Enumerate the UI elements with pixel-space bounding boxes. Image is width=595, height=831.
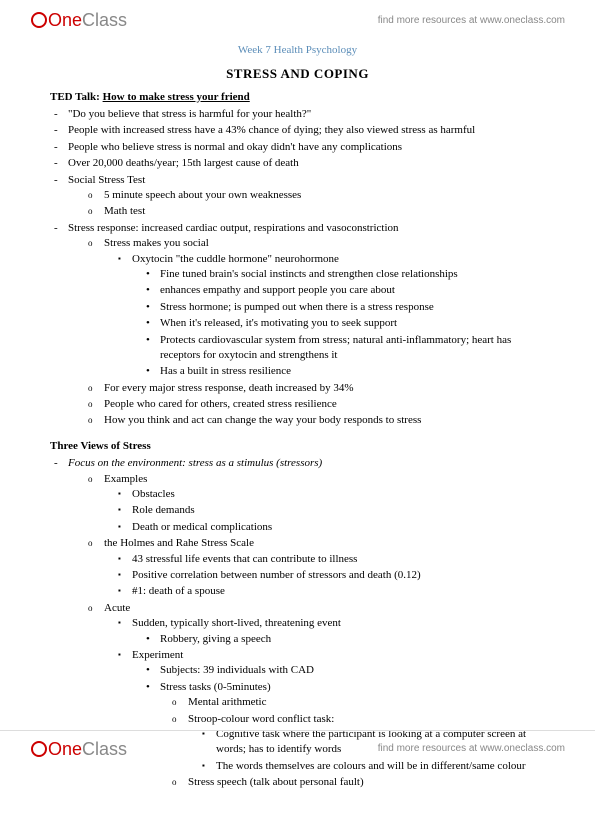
list-item: For every major stress response, death i…: [104, 381, 545, 396]
list-item: Stress makes you social Oxytocin "the cu…: [104, 236, 545, 380]
list-item: the Holmes and Rahe Stress Scale 43 stre…: [104, 536, 545, 600]
list-item: 43 stressful life events that can contri…: [132, 552, 545, 567]
list-item: People with increased stress have a 43% …: [68, 123, 545, 138]
page-footer: OneClass find more resources at www.onec…: [0, 730, 595, 770]
list-item: When it's released, it's motivating you …: [160, 316, 545, 331]
logo-icon: [30, 11, 48, 29]
section1-list: "Do you believe that stress is harmful f…: [50, 107, 545, 429]
resources-link[interactable]: find more resources at www.oneclass.com: [378, 14, 565, 28]
brand-class: Class: [82, 739, 127, 759]
section1-title: TED Talk: How to make stress your friend: [50, 90, 545, 105]
list-item: Has a built in stress resilience: [160, 364, 545, 379]
brand-class: Class: [82, 10, 127, 30]
list-item: How you think and act can change the way…: [104, 413, 545, 428]
list-item: People who cared for others, created str…: [104, 397, 545, 412]
list-item: enhances empathy and support people you …: [160, 283, 545, 298]
list-item: Mental arithmetic: [188, 695, 545, 710]
list-item: Examples Obstacles Role demands Death or…: [104, 472, 545, 536]
list-item: Robbery, giving a speech: [160, 632, 545, 647]
list-item: Stress response: increased cardiac outpu…: [68, 221, 545, 429]
resources-link-footer[interactable]: find more resources at www.oneclass.com: [378, 742, 565, 756]
week-label: Week 7 Health Psychology: [238, 43, 358, 57]
brand-logo: OneClass: [30, 8, 127, 33]
list-item: Subjects: 39 individuals with CAD: [160, 663, 545, 678]
list-item: Over 20,000 deaths/year; 15th largest ca…: [68, 156, 545, 171]
list-item: Sudden, typically short-lived, threateni…: [132, 616, 545, 647]
list-item: Role demands: [132, 503, 545, 518]
brand-logo-footer: OneClass: [30, 737, 127, 762]
list-item: Social Stress Test 5 minute speech about…: [68, 173, 545, 220]
list-item: #1: death of a spouse: [132, 584, 545, 599]
list-item: Stress hormone; is pumped out when there…: [160, 300, 545, 315]
list-item: "Do you believe that stress is harmful f…: [68, 107, 545, 122]
list-item: Protects cardiovascular system from stre…: [160, 333, 545, 364]
list-item: Death or medical complications: [132, 520, 545, 535]
list-item: Positive correlation between number of s…: [132, 568, 545, 583]
list-item: 5 minute speech about your own weaknesse…: [104, 188, 545, 203]
brand-one: One: [48, 739, 82, 759]
page-header: OneClass find more resources at www.onec…: [0, 0, 595, 41]
brand-one: One: [48, 10, 82, 30]
main-title: STRESS AND COPING: [50, 65, 545, 83]
list-item: Stress speech (talk about personal fault…: [188, 775, 545, 790]
list-item: Obstacles: [132, 487, 545, 502]
list-item: Oxytocin "the cuddle hormone" neurohormo…: [132, 252, 545, 380]
list-item: Math test: [104, 204, 545, 219]
document-content: STRESS AND COPING TED Talk: How to make …: [0, 65, 595, 831]
list-item: People who believe stress is normal and …: [68, 140, 545, 155]
list-item: Fine tuned brain's social instincts and …: [160, 267, 545, 282]
logo-icon: [30, 740, 48, 758]
section2-title: Three Views of Stress: [50, 439, 545, 454]
